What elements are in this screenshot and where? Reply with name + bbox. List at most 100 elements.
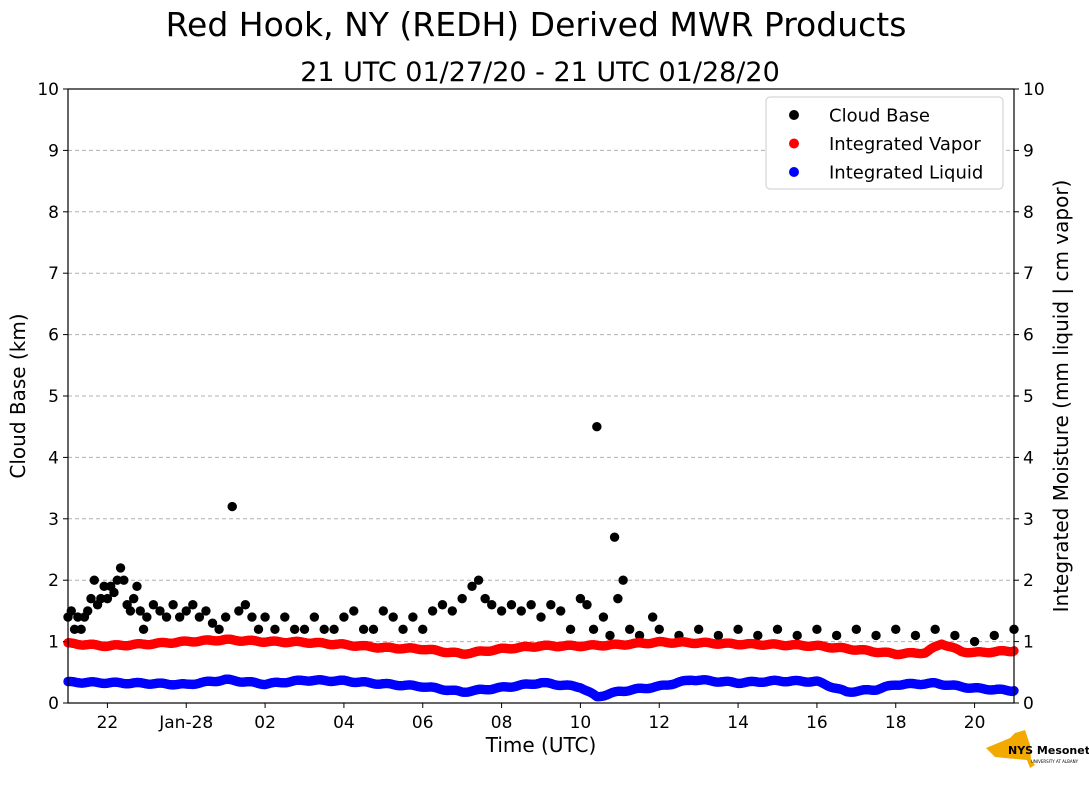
legend-box	[765, 96, 1004, 190]
y-tick-label-right: 4	[1023, 448, 1034, 468]
cloud-base-point	[398, 624, 408, 635]
cloud-base-point	[575, 593, 586, 604]
cloud-base-point	[247, 612, 257, 622]
cloud-base-point	[142, 612, 152, 622]
y-tick-label-left: 2	[48, 571, 59, 591]
cloud-base-point	[546, 600, 556, 610]
cloud-base-point	[634, 630, 645, 641]
cloud-base-point	[613, 593, 623, 604]
cloud-base-point	[851, 624, 862, 635]
cloud-base-point	[592, 422, 602, 432]
cloud-base-point	[437, 600, 448, 610]
cloud-base-point	[831, 630, 842, 641]
y-tick-label-right: 10	[1023, 80, 1045, 100]
cloud-base-point	[693, 624, 704, 635]
cloud-base-point	[565, 624, 576, 635]
cloud-base-point	[69, 624, 80, 635]
logo-subtext: UNIVERSITY AT ALBANY	[1031, 759, 1079, 764]
cloud-base-point	[526, 600, 536, 610]
x-axis-label: Time (UTC)	[485, 733, 597, 757]
cloud-base-point	[871, 630, 881, 641]
cloud-base-point	[174, 612, 185, 622]
x-tick-label: 16	[806, 713, 828, 733]
cloud-base-point	[480, 593, 490, 604]
cloud-base-point	[280, 612, 290, 622]
y-tick-label-right: 3	[1023, 510, 1034, 530]
cloud-base-point	[624, 624, 635, 635]
x-tick-label: 22	[97, 713, 119, 733]
legend-label: Integrated Vapor	[829, 134, 981, 155]
cloud-base-point	[418, 624, 428, 635]
cloud-base-point	[181, 606, 191, 616]
legend-marker	[789, 138, 799, 149]
cloud-base-point	[467, 581, 477, 592]
cloud-base-point	[102, 593, 113, 604]
cloud-base-point	[753, 630, 763, 641]
legend-label: Cloud Base	[829, 106, 930, 127]
x-tick-label: 20	[964, 713, 986, 733]
cloud-base-point	[368, 624, 379, 635]
y-tick-label-right: 8	[1023, 203, 1034, 223]
cloud-base-point	[220, 612, 231, 622]
cloud-base-point	[214, 624, 224, 635]
cloud-base-point	[138, 624, 149, 635]
cloud-base-point	[125, 606, 136, 616]
cloud-base-point	[148, 600, 159, 610]
cloud-base-point	[112, 575, 122, 585]
cloud-base-point	[194, 612, 205, 622]
cloud-base-point	[135, 606, 145, 616]
y-tick-label-right: 9	[1023, 141, 1034, 161]
cloud-base-point	[309, 612, 320, 622]
cloud-base-point	[647, 612, 658, 622]
nys-mesonet-logo: NYS Mesonet UNIVERSITY AT ALBANY	[986, 730, 1089, 768]
legend-marker	[789, 110, 799, 120]
cloud-base-point	[168, 600, 178, 610]
y-axis-label-left: Cloud Base (km)	[6, 313, 30, 478]
cloud-base-point	[496, 606, 507, 616]
cloud-base-point	[618, 575, 628, 585]
cloud-base-point	[588, 624, 599, 635]
new-york-state-shape-icon	[986, 730, 1035, 768]
cloud-base-point	[299, 624, 310, 635]
cloud-base-point	[792, 630, 802, 641]
x-tick-label: 10	[570, 713, 592, 733]
y-tick-label-right: 0	[1023, 694, 1034, 714]
y-tick-label-right: 6	[1023, 326, 1034, 346]
y-tick-label-left: 1	[48, 633, 59, 653]
cloud-base-point	[408, 612, 418, 622]
cloud-base-point	[891, 624, 901, 635]
x-tick-label: 08	[491, 713, 513, 733]
cloud-base-point	[339, 612, 349, 622]
cloud-base-point	[516, 606, 526, 616]
series-integrated-vapor	[63, 634, 1019, 660]
cloud-base-point	[207, 618, 218, 628]
y-tick-label-right: 7	[1023, 264, 1034, 284]
cloud-base-point	[201, 606, 211, 616]
cloud-base-point	[457, 593, 467, 604]
y-tick-label-left: 3	[48, 510, 59, 530]
y-tick-label-left: 4	[48, 448, 59, 468]
cloud-base-point	[83, 606, 93, 616]
cloud-base-point	[119, 575, 129, 585]
cloud-base-point	[260, 612, 270, 622]
cloud-base-point	[969, 636, 980, 647]
x-tick-label: 14	[727, 713, 749, 733]
y-tick-label-left: 8	[48, 203, 59, 223]
cloud-base-point	[812, 624, 822, 635]
cloud-base-point	[89, 575, 99, 585]
y-tick-label-right: 2	[1023, 571, 1034, 591]
cloud-base-point	[487, 600, 497, 610]
y-tick-label-left: 6	[48, 326, 59, 346]
cloud-base-point	[99, 581, 109, 592]
legend: Cloud Base Integrated Vapor Integrated Liq…	[765, 96, 1004, 190]
legend-label: Integrated Liquid	[829, 163, 983, 184]
cloud-base-point	[598, 612, 609, 622]
cloud-base-point	[930, 624, 940, 635]
x-tick-label: 04	[333, 713, 355, 733]
cloud-base-point	[289, 624, 300, 635]
x-tick-label: 18	[885, 713, 907, 733]
cloud-base-point	[582, 600, 592, 610]
cloud-base-point	[329, 624, 339, 635]
